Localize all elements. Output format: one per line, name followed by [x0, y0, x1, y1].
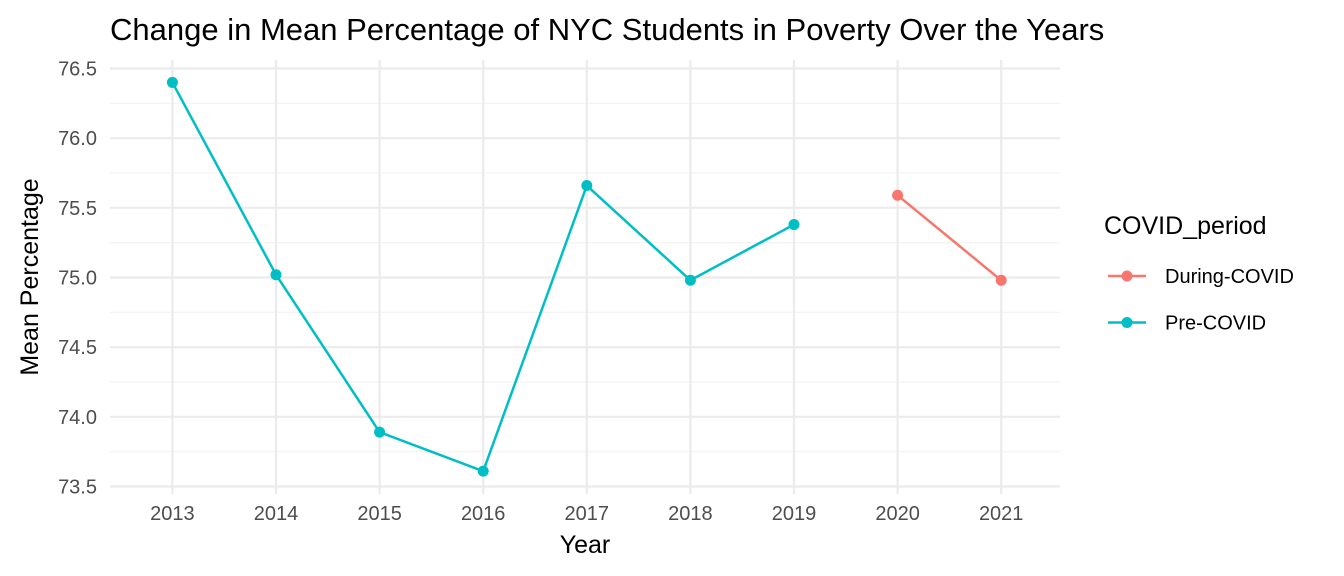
y-axis-title: Mean Percentage: [16, 178, 44, 375]
data-point-pre-covid: [270, 269, 282, 281]
x-tick-label: 2017: [565, 503, 610, 525]
x-tick-label: 2014: [254, 503, 299, 525]
x-axis-tick-labels: 2013 2014 2015 2016 2017 2018 2019 2020 2021: [150, 503, 1023, 525]
x-axis-title: Year: [560, 531, 611, 559]
data-point-pre-covid: [166, 76, 178, 88]
legend-label: Pre-COVID: [1165, 313, 1266, 335]
data-point-pre-covid: [374, 426, 386, 438]
legend-label: During-COVID: [1165, 266, 1294, 288]
major-gridlines: [110, 60, 1060, 494]
series-during-covid: [892, 189, 1007, 286]
y-tick-label: 76.5: [58, 59, 97, 81]
x-tick-label: 2018: [668, 503, 713, 525]
x-tick-label: 2013: [150, 503, 195, 525]
data-point-during-covid: [995, 274, 1007, 286]
x-tick-label: 2019: [772, 503, 817, 525]
legend: COVID_period During-COVID Pre-COVID: [1104, 212, 1294, 335]
y-tick-label: 74.5: [58, 337, 97, 359]
series-line-during-covid: [896, 194, 1002, 282]
y-axis-tick-labels: 73.5 74.0 74.5 75.0 75.5 76.0 76.5: [58, 59, 97, 499]
chart-title: Change in Mean Percentage of NYC Student…: [110, 12, 1104, 47]
legend-title: COVID_period: [1104, 212, 1267, 240]
y-tick-label: 75.5: [58, 198, 97, 220]
y-tick-label: 74.0: [58, 407, 97, 429]
series-layer: [166, 76, 1007, 477]
data-point-during-covid: [892, 189, 904, 201]
y-tick-label: 73.5: [58, 477, 97, 499]
data-point-pre-covid: [581, 180, 593, 192]
legend-item-pre-covid: Pre-COVID: [1108, 313, 1266, 335]
data-point-pre-covid: [684, 274, 696, 286]
legend-key-point: [1121, 317, 1133, 328]
data-point-pre-covid: [788, 219, 800, 231]
series-pre-covid: [166, 76, 800, 477]
legend-items: During-COVID Pre-COVID: [1108, 266, 1294, 335]
legend-item-during-covid: During-COVID: [1108, 266, 1294, 288]
x-tick-label: 2016: [461, 503, 506, 525]
legend-key-point: [1121, 270, 1133, 282]
x-tick-label: 2015: [357, 503, 402, 525]
data-point-pre-covid: [477, 465, 489, 477]
y-tick-label: 75.0: [58, 268, 97, 290]
x-tick-label: 2021: [979, 503, 1024, 525]
x-tick-label: 2020: [875, 503, 920, 525]
minor-gridlines: [110, 102, 1060, 453]
y-tick-label: 76.0: [58, 128, 97, 150]
